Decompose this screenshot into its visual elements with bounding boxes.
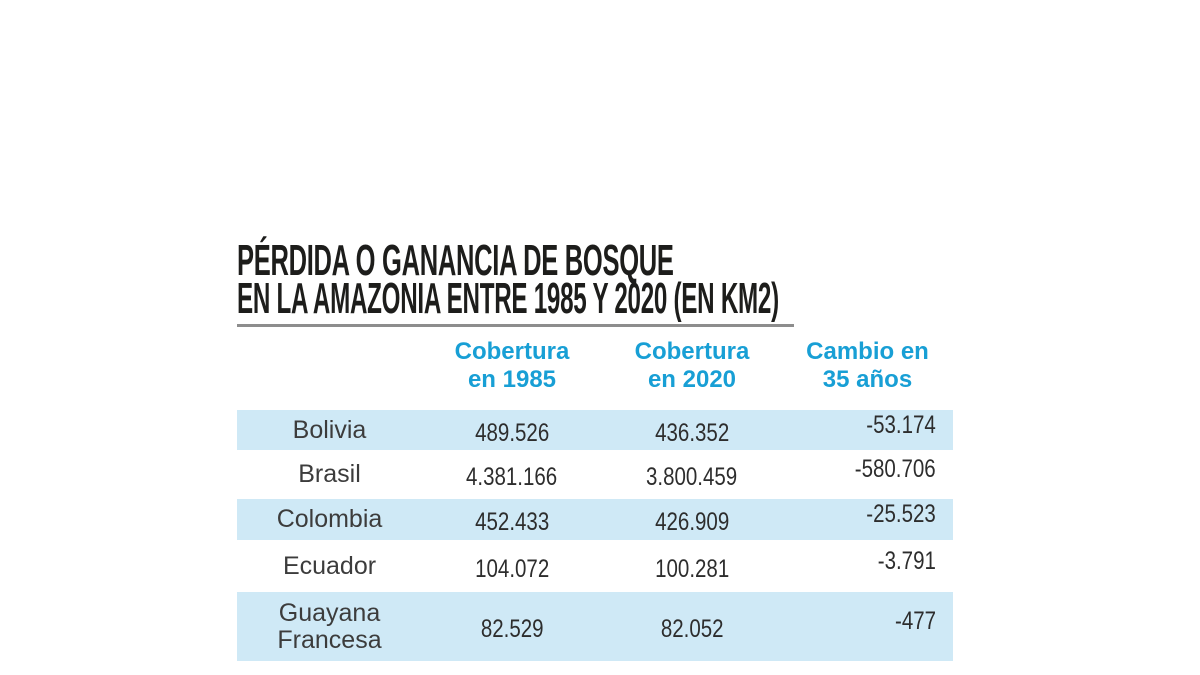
country-label: Guayana Francesa	[277, 598, 382, 654]
country-label: Ecuador	[282, 551, 377, 580]
cambio-value: -3.791	[877, 546, 936, 575]
table-body: Bolivia 489.526 436.352 -53.174 Brasil 4…	[237, 408, 953, 663]
cobertura-2020-value: 436.352	[654, 418, 730, 447]
country-label: Brasil	[298, 460, 361, 488]
cobertura-2020-value: 82.052	[660, 615, 724, 643]
table-header-row: Cobertura en 1985 Cobertura en 2020 Camb…	[237, 338, 953, 394]
cobertura-2020-cell: 82.052	[602, 592, 782, 661]
cobertura-2020-value: 100.281	[654, 554, 730, 583]
cobertura-1985-cell: 104.072	[422, 542, 602, 590]
cobertura-2020-cell: 100.281	[602, 542, 782, 590]
country-cell: Ecuador	[237, 542, 422, 590]
cobertura-2020-cell: 426.909	[602, 499, 782, 540]
column-header-country-empty	[237, 338, 422, 394]
cambio-cell: -25.523	[782, 499, 953, 540]
country-cell: Bolivia	[237, 410, 422, 450]
cambio-value: -25.523	[866, 500, 936, 528]
table-row-brasil: Brasil 4.381.166 3.800.459 -580.706	[237, 452, 953, 497]
column-header-cambio: Cambio en 35 años	[806, 338, 929, 393]
cobertura-1985-value: 4.381.166	[466, 463, 558, 491]
cobertura-1985-value: 489.526	[474, 418, 550, 447]
chart-title: PÉRDIDA O GANANCIA DE BOSQUE EN LA AMAZO…	[237, 236, 1200, 323]
cambio-cell: -3.791	[782, 542, 953, 590]
country-label: Bolivia	[292, 415, 367, 444]
column-header-cobertura-2020: Cobertura en 2020	[634, 338, 750, 393]
table-row-colombia: Colombia 452.433 426.909 -25.523	[237, 497, 953, 542]
country-cell: Colombia	[237, 499, 422, 540]
cobertura-1985-cell: 489.526	[422, 410, 602, 450]
cambio-value: -580.706	[855, 455, 936, 483]
country-cell: Brasil	[237, 452, 422, 497]
cobertura-2020-value: 426.909	[654, 508, 730, 536]
cambio-value: -53.174	[866, 410, 936, 439]
cambio-cell: -477	[782, 592, 953, 661]
cambio-value: -477	[894, 607, 936, 635]
country-cell: Guayana Francesa	[237, 592, 422, 661]
title-line-2: EN LA AMAZONIA ENTRE 1985 Y 2020 (EN KM2…	[237, 274, 779, 323]
cobertura-2020-value: 3.800.459	[646, 463, 738, 491]
cobertura-1985-cell: 452.433	[422, 499, 602, 540]
title-underline	[237, 324, 794, 327]
cambio-cell: -53.174	[782, 410, 953, 450]
column-header-cobertura-1985: Cobertura en 1985	[454, 338, 570, 393]
cobertura-1985-cell: 4.381.166	[422, 452, 602, 497]
table-row-ecuador: Ecuador 104.072 100.281 -3.791	[237, 542, 953, 590]
cobertura-2020-cell: 3.800.459	[602, 452, 782, 497]
cobertura-1985-value: 104.072	[474, 554, 550, 583]
table-row-bolivia: Bolivia 489.526 436.352 -53.174	[237, 408, 953, 452]
cambio-cell: -580.706	[782, 452, 953, 497]
cobertura-1985-value: 452.433	[474, 508, 550, 536]
country-label: Colombia	[276, 505, 383, 533]
table-row-guayana-francesa: Guayana Francesa 82.529 82.052 -477	[237, 590, 953, 663]
cobertura-1985-cell: 82.529	[422, 592, 602, 661]
cobertura-2020-cell: 436.352	[602, 410, 782, 450]
cobertura-1985-value: 82.529	[480, 615, 544, 643]
title-line-1: PÉRDIDA O GANANCIA DE BOSQUE	[237, 236, 674, 285]
